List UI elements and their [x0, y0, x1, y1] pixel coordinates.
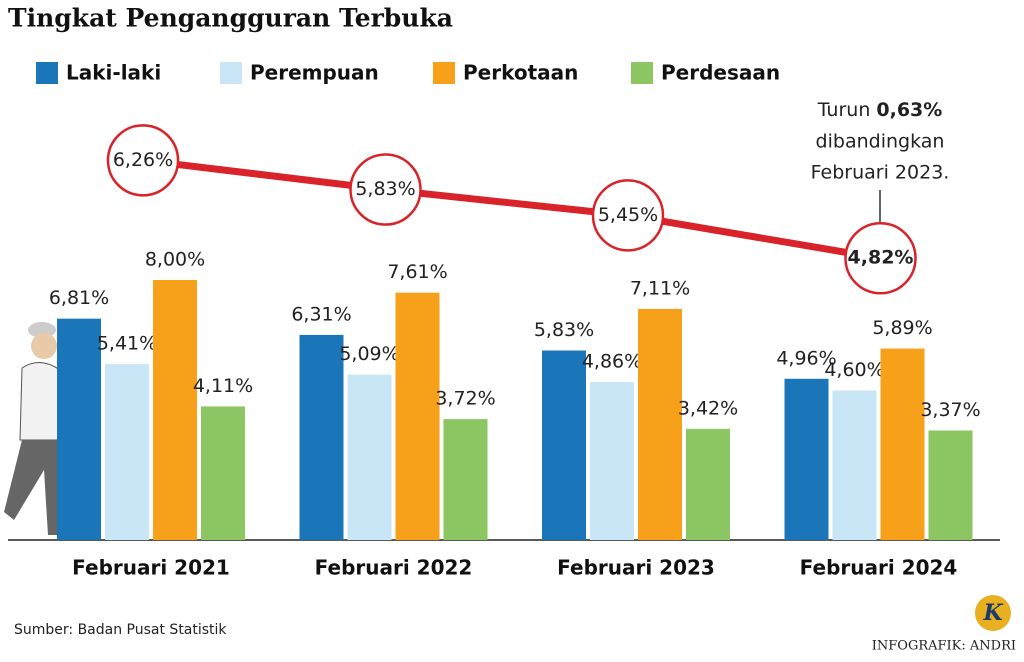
bar — [395, 292, 440, 540]
category-label: Februari 2022 — [315, 556, 473, 580]
trend-label: 4,82% — [848, 247, 914, 269]
trend-line — [142, 156, 882, 262]
category-label: Februari 2024 — [800, 556, 958, 580]
value-label: 4,11% — [193, 375, 253, 397]
value-label: 3,72% — [435, 388, 495, 410]
value-label: 5,89% — [872, 317, 932, 339]
value-label: 6,31% — [291, 303, 351, 325]
bar — [201, 406, 245, 540]
legend-swatch — [433, 62, 455, 84]
logo-badge — [975, 595, 1011, 631]
value-label: 5,83% — [534, 319, 594, 341]
trend-marker — [591, 179, 665, 252]
bar — [638, 308, 682, 540]
value-label: 5,09% — [339, 343, 399, 365]
value-label: 3,37% — [920, 399, 980, 421]
annotation-text: Turun — [817, 99, 871, 121]
bar — [347, 374, 392, 540]
source: Sumber: Badan Pusat Statistik — [14, 622, 227, 638]
annotation: Februari 2023. — [811, 162, 950, 184]
bar — [153, 280, 197, 540]
bar — [57, 318, 101, 540]
category-label: Februari 2021 — [72, 556, 230, 580]
value-label: 7,11% — [630, 277, 690, 299]
trend-marker — [844, 221, 917, 295]
value-label: 5,41% — [97, 333, 157, 355]
logo: K — [982, 600, 1003, 626]
legend-swatch — [631, 62, 653, 84]
value-label: 6,81% — [49, 287, 109, 309]
chart-title: Tingkat Pengangguran Terbuka — [8, 4, 453, 33]
bar — [590, 382, 634, 540]
bar — [299, 334, 344, 540]
value-label: 4,60% — [824, 359, 884, 381]
bar — [443, 419, 488, 540]
value-label: 7,61% — [387, 261, 447, 283]
legend-label: Perempuan — [250, 61, 379, 85]
legend-label: Perkotaan — [463, 61, 578, 85]
bar — [686, 428, 730, 540]
bar — [105, 364, 149, 540]
legend-label: Perdesaan — [661, 61, 780, 85]
trend-label: 6,26% — [113, 149, 173, 171]
legend-label: Laki-laki — [66, 61, 161, 85]
bar — [542, 350, 586, 540]
annotation-value: 0,63% — [876, 99, 942, 121]
bar — [784, 378, 829, 540]
trend-marker — [106, 124, 180, 197]
trend-marker — [349, 153, 422, 226]
trend-label: 5,83% — [355, 178, 415, 200]
value-label: 4,96% — [776, 347, 836, 369]
bar — [832, 390, 877, 540]
worker-illustration — [4, 322, 85, 535]
value-label: 3,42% — [678, 397, 738, 419]
annotation: Turun 0,63% — [817, 99, 943, 121]
annotation: dibandingkan — [816, 131, 945, 153]
trend-label: 5,45% — [598, 204, 658, 226]
category-label: Februari 2023 — [557, 556, 715, 580]
bar — [880, 348, 925, 540]
value-label: 8,00% — [145, 249, 205, 271]
bar — [928, 430, 973, 540]
legend-swatch — [36, 62, 58, 84]
credit: INFOGRAFIK: ANDRI — [872, 639, 1016, 654]
legend-swatch — [220, 62, 242, 84]
value-label: 4,86% — [582, 351, 642, 373]
